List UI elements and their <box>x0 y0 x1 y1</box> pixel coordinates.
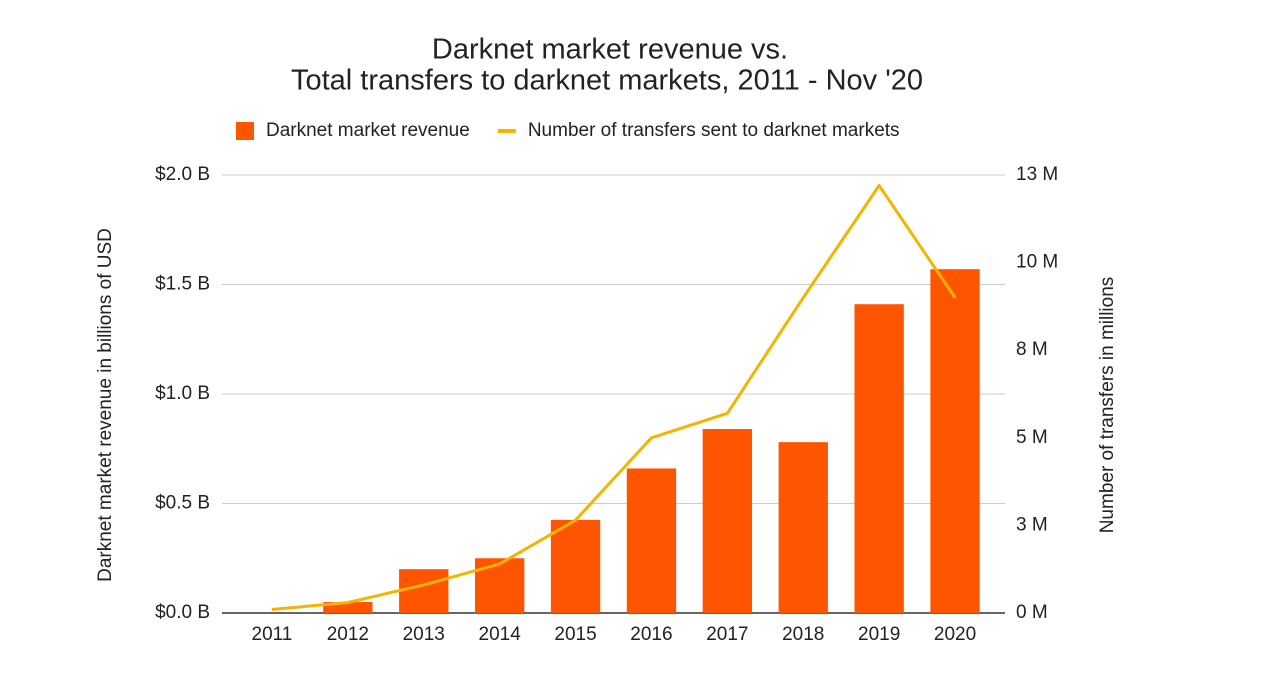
x-tick-label: 2020 <box>934 624 976 645</box>
bar <box>399 569 449 613</box>
bar <box>323 602 373 613</box>
x-tick-label: 2017 <box>706 624 748 645</box>
chart-title: Darknet market revenue vs. <box>432 34 788 66</box>
y-tick-label: $0.5 B <box>155 493 210 514</box>
y-tick-label: $2.0 B <box>155 164 210 185</box>
x-tick-label: 2013 <box>403 624 445 645</box>
y2-tick-label: 10 M <box>1016 252 1058 273</box>
bar <box>854 304 904 613</box>
y-axis-title: Darknet market revenue in billions of US… <box>95 228 116 582</box>
chart-title: Total transfers to darknet markets, 2011… <box>291 65 923 97</box>
y2-tick-label: 0 M <box>1016 602 1048 623</box>
y2-axis-title: Number of transfers in millions <box>1097 277 1118 534</box>
bar <box>702 429 753 613</box>
x-tick-label: 2014 <box>479 624 522 645</box>
x-tick-label: 2016 <box>630 624 672 645</box>
y-tick-label: $0.0 B <box>155 602 210 623</box>
y2-tick-label: 5 M <box>1016 427 1048 448</box>
x-tick-label: 2019 <box>858 624 900 645</box>
line <box>271 184 957 611</box>
y2-tick-label: 8 M <box>1016 339 1048 360</box>
legend-swatch <box>497 129 516 133</box>
y2-tick-label: 13 M <box>1016 164 1058 185</box>
x-tick-label: 2018 <box>782 624 824 645</box>
legend-label: Darknet market revenue <box>266 120 470 141</box>
legend-label: Number of transfers sent to darknet mark… <box>528 120 900 141</box>
bar <box>550 519 601 613</box>
y2-tick-label: 3 M <box>1016 514 1048 535</box>
bar <box>626 468 677 613</box>
legend-swatch <box>236 122 254 140</box>
y-tick-label: $1.0 B <box>155 383 210 404</box>
y-tick-label: $1.5 B <box>155 274 210 295</box>
bar <box>930 269 980 613</box>
x-tick-label: 2012 <box>327 624 369 645</box>
x-tick-label: 2011 <box>252 624 293 645</box>
bar <box>778 442 828 613</box>
bar <box>474 558 525 613</box>
x-tick-label: 2015 <box>554 624 596 645</box>
